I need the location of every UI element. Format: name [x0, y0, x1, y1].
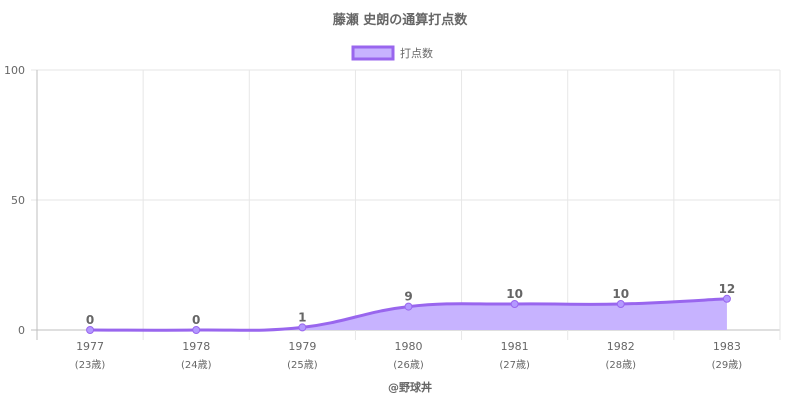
x-tick-label: 1981	[501, 340, 529, 353]
data-label: 12	[719, 282, 736, 296]
data-label: 0	[86, 313, 94, 327]
x-tick-sublabel: (29歳)	[712, 359, 743, 371]
y-tick-label: 0	[18, 324, 25, 337]
legend-label: 打点数	[400, 46, 433, 60]
data-label: 1	[298, 310, 306, 324]
x-tick-sublabel: (25歳)	[287, 359, 318, 371]
x-tick-label: 1977	[76, 340, 104, 353]
legend[interactable]: 打点数	[351, 45, 433, 61]
x-tick-sublabel: (24歳)	[181, 359, 212, 371]
y-tick-label: 100	[4, 64, 25, 77]
data-point[interactable]	[510, 300, 519, 308]
x-axis-ticks: 1977 (23歳) 1978 (24歳) 1979 (25歳) 1980 (26歳) 1981…	[75, 340, 742, 371]
data-point[interactable]	[616, 300, 625, 308]
data-label: 10	[506, 287, 523, 301]
data-point[interactable]	[192, 326, 201, 334]
x-tick-sublabel: (27歳)	[499, 359, 530, 371]
x-tick-sublabel: (28歳)	[606, 359, 637, 371]
x-tick-label: 1983	[713, 340, 741, 353]
data-label: 0	[192, 313, 200, 327]
legend-swatch	[351, 45, 395, 61]
footer-credit: @野球丼	[388, 380, 432, 394]
data-point[interactable]	[722, 294, 731, 303]
data-label: 9	[404, 290, 412, 304]
series-points	[86, 294, 731, 334]
data-point[interactable]	[298, 323, 307, 332]
x-tick-sublabel: (26歳)	[393, 359, 424, 371]
x-tick-label: 1978	[182, 340, 210, 353]
data-point[interactable]	[86, 326, 95, 334]
data-label: 10	[612, 287, 629, 301]
x-tick-sublabel: (23歳)	[75, 359, 106, 371]
x-tick-label: 1980	[395, 340, 423, 353]
chart-title: 藤瀬 史朗の通算打点数	[333, 12, 469, 28]
x-tick-label: 1982	[607, 340, 635, 353]
y-tick-label: 50	[11, 194, 25, 207]
x-tick-label: 1979	[288, 340, 316, 353]
y-axis-ticks: 0 50 100	[4, 64, 25, 337]
series-fill	[90, 298, 727, 331]
data-labels: 0 0 1 9 10 10 12	[86, 282, 735, 327]
data-point[interactable]	[404, 302, 413, 311]
